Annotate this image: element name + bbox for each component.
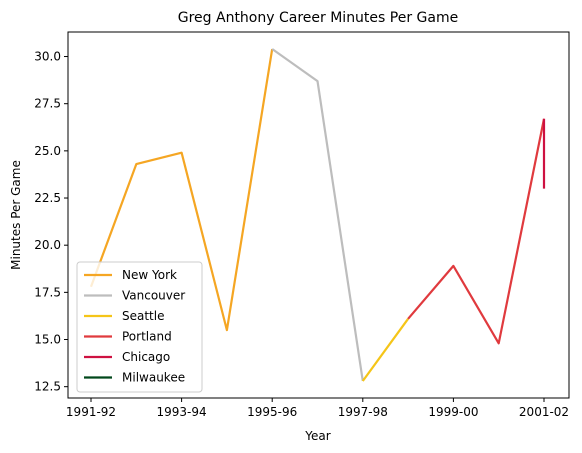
- y-axis-title: Minutes Per Game: [9, 160, 23, 270]
- y-tick-label: 12.5: [34, 380, 61, 394]
- x-tick-label: 1999-00: [428, 405, 478, 419]
- x-tick-label: 1997-98: [338, 405, 388, 419]
- y-axis: 12.5 15.0 17.5 20.0 22.5 25.0 27.5 30.0: [34, 50, 68, 394]
- y-tick-label: 22.5: [34, 191, 61, 205]
- y-tick-label: 15.0: [34, 333, 61, 347]
- series-line-portland: [408, 119, 544, 343]
- x-axis-title: Year: [304, 429, 330, 443]
- x-tick-label: 1993-94: [157, 405, 207, 419]
- legend-label: Chicago: [122, 350, 170, 364]
- y-tick-label: 30.0: [34, 50, 61, 64]
- y-tick-label: 20.0: [34, 238, 61, 252]
- chart-title: Greg Anthony Career Minutes Per Game: [178, 10, 458, 26]
- x-tick-label: 1991-92: [66, 405, 116, 419]
- legend-label: Seattle: [122, 309, 164, 323]
- legend-label: Portland: [122, 330, 172, 344]
- legend-label: Vancouver: [122, 289, 185, 303]
- legend-label: New York: [122, 268, 177, 282]
- legend-label: Milwaukee: [122, 371, 185, 385]
- x-axis: 1991-92 1993-94 1995-96 1997-98 1999-00 2001-…: [66, 398, 569, 419]
- series-line-seattle: [363, 319, 408, 381]
- y-tick-label: 17.5: [34, 285, 61, 299]
- x-tick-label: 2001-02: [519, 405, 569, 419]
- legend: New York Vancouver Seattle Portland Chicago M…: [77, 262, 202, 392]
- series-line-vancouver: [272, 49, 363, 381]
- y-tick-label: 25.0: [34, 144, 61, 158]
- y-tick-label: 27.5: [34, 97, 61, 111]
- x-tick-label: 1995-96: [247, 405, 297, 419]
